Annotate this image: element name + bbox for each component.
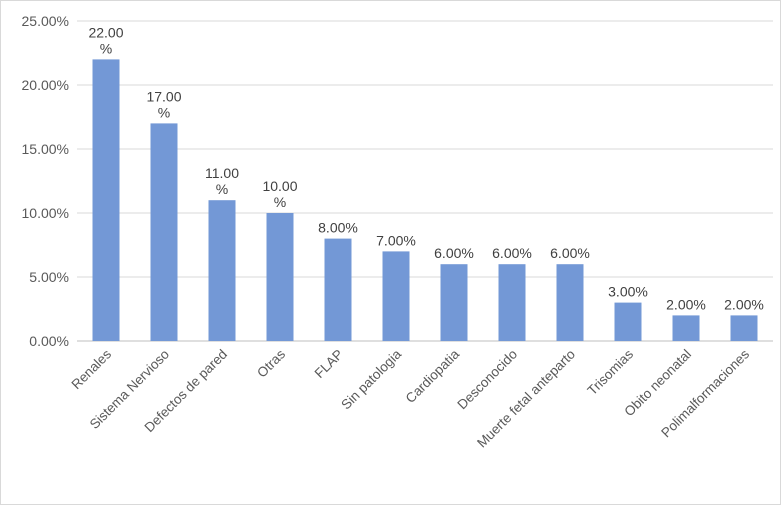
bars [92,59,758,342]
data-label: 3.00% [608,284,648,300]
x-tick-label: Renales [68,346,114,392]
x-tick-label: FLAP [312,347,346,381]
x-tick-label: Cardiopatia [403,346,463,406]
y-axis-ticks: 0.00% 5.00% 10.00% 15.00% 20.00% 25.00% [22,13,69,349]
data-label: 17.00% [146,88,181,120]
bar [614,302,642,341]
x-tick-label: Otras [254,346,288,380]
bar [440,264,468,341]
y-tick-label: 10.00% [22,205,69,221]
data-label: 2.00% [724,296,764,312]
x-tick-label: Sin patologia [338,346,404,412]
data-label: 22.00% [88,24,123,56]
bar [730,315,758,341]
x-tick-label: Muerte fetal anteparto [474,347,578,451]
x-tick-label: Trisomias [584,346,636,398]
bar [324,238,352,341]
data-label: 11.00% [205,165,239,197]
data-label: 8.00% [318,220,358,236]
bar [208,200,236,341]
bar [498,264,526,341]
data-label: 6.00% [434,245,474,261]
grid-lines [77,20,773,342]
data-label: 6.00% [492,245,532,261]
data-label: 6.00% [550,245,590,261]
y-tick-label: 0.00% [29,333,69,349]
data-label: 10.00% [262,178,297,210]
data-labels: 22.00 % 17.00 % 11.00% 10.00 % 8.00% 7.00% 6.00% 6… [88,24,763,312]
bar [556,264,584,341]
bar [382,251,410,341]
bar [266,213,294,341]
y-tick-label: 15.00% [22,141,69,157]
bar [672,315,700,341]
bar [92,59,120,342]
data-label: 7.00% [376,232,416,248]
y-tick-label: 20.00% [22,77,69,93]
y-tick-label: 25.00% [22,13,69,29]
bar [150,123,178,342]
y-tick-label: 5.00% [29,269,69,285]
data-label: 2.00% [666,296,706,312]
